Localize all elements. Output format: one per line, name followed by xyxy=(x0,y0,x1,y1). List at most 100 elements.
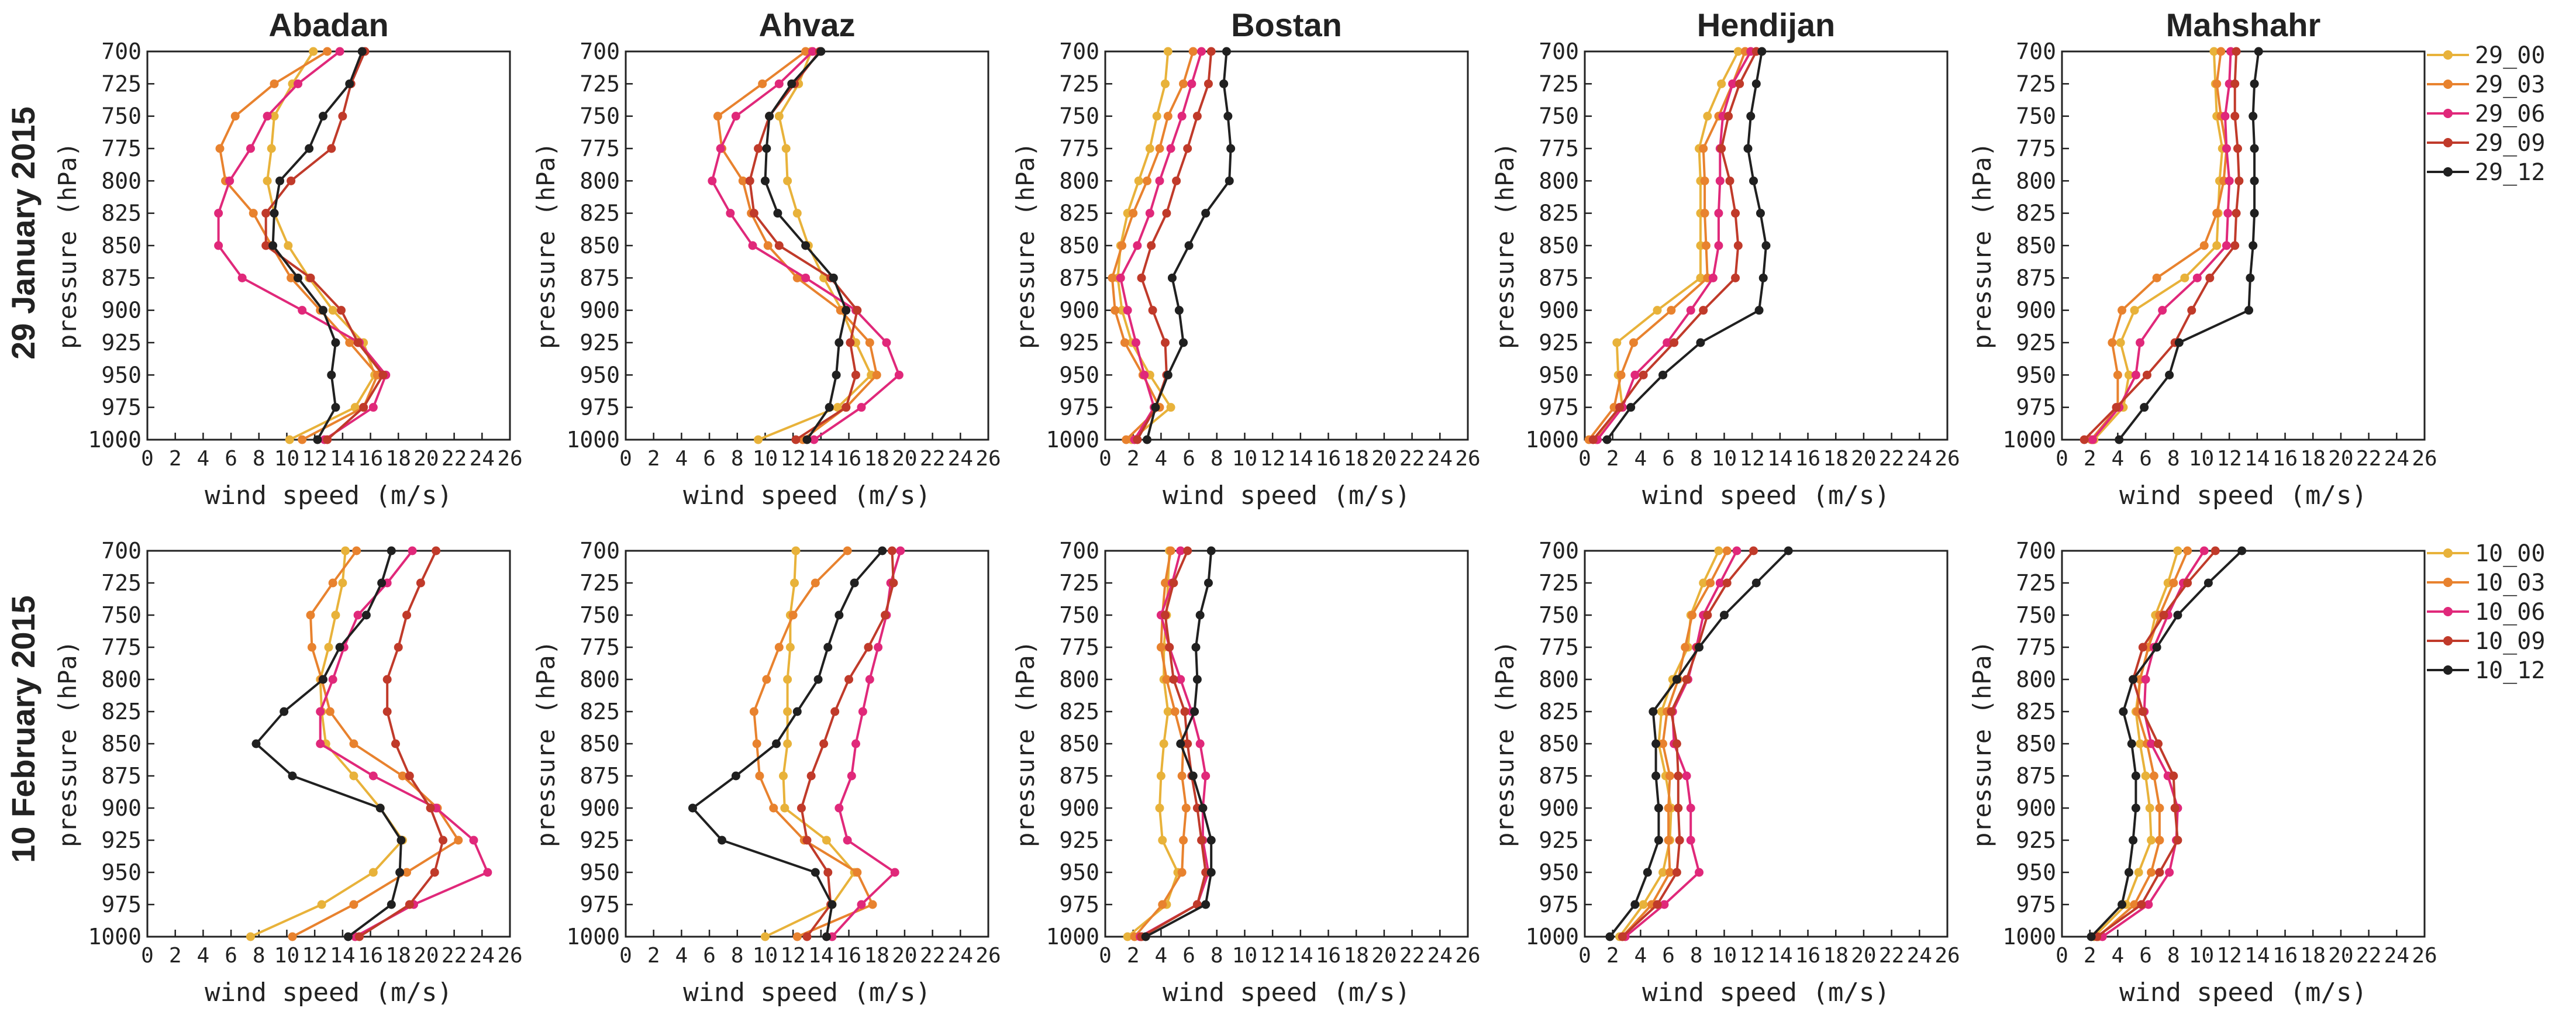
p10-data-point-10_12 xyxy=(2152,643,2161,652)
p6-y-tick-label: 725 xyxy=(101,570,142,596)
p9-data-point-10_12 xyxy=(1719,610,1729,620)
p2-y-tick-label: 850 xyxy=(580,233,620,258)
legend-marker-29_12 xyxy=(2443,167,2453,177)
p9-y-tick-label: 725 xyxy=(1539,570,1579,596)
p5-y-tick-label: 825 xyxy=(2016,201,2056,226)
p1-series-line-29_00 xyxy=(266,50,376,441)
p5-data-point-29_06 xyxy=(2136,338,2145,347)
p5-data-point-29_12 xyxy=(2249,112,2258,121)
p10-data-point-10_09 xyxy=(2183,578,2192,588)
p5-data-point-29_12 xyxy=(2246,273,2255,282)
p6-data-point-10_12 xyxy=(361,610,371,620)
p2-y-tick-label: 825 xyxy=(580,201,620,226)
p1-data-point-29_00 xyxy=(309,47,318,56)
p3-data-point-29_09 xyxy=(1161,338,1170,347)
p10-data-point-10_06 xyxy=(2165,868,2174,877)
p8-data-point-10_12 xyxy=(1206,836,1216,845)
p4-x-axis-label: wind speed (m/s) xyxy=(1642,481,1890,510)
p3-x-tick-label: 26 xyxy=(1455,447,1480,471)
p7-data-point-10_12 xyxy=(811,868,820,877)
p5-x-tick-label: 0 xyxy=(2056,447,2068,471)
p3-data-point-29_00 xyxy=(1163,47,1173,56)
p10-x-tick-label: 2 xyxy=(2084,944,2096,968)
p9-data-point-10_12 xyxy=(1654,803,1663,813)
p3-x-tick-label: 2 xyxy=(1127,447,1140,471)
p4-x-tick-label: 6 xyxy=(1662,447,1675,471)
p4-data-point-29_03 xyxy=(1699,144,1708,153)
p4-data-point-29_00 xyxy=(1696,273,1705,282)
p9-data-point-10_12 xyxy=(1649,707,1658,716)
p5-data-point-29_09 xyxy=(2230,112,2240,121)
p7-data-point-10_06 xyxy=(847,771,856,781)
p1-data-point-29_06 xyxy=(237,273,247,282)
p6-data-point-10_09 xyxy=(391,739,400,748)
p7-data-point-10_06 xyxy=(858,707,867,716)
p1-x-tick-label: 14 xyxy=(330,447,355,471)
p6-data-point-10_06 xyxy=(316,739,325,748)
p5-data-point-29_12 xyxy=(2140,403,2149,412)
p10-series-line-10_12 xyxy=(2090,550,2243,938)
p5-y-tick-label: 925 xyxy=(2016,330,2056,355)
p7-data-point-10_00 xyxy=(791,546,801,555)
p3-data-point-29_06 xyxy=(1145,209,1154,218)
p8-y-tick-label: 725 xyxy=(1059,570,1099,596)
p7-y-tick-label: 825 xyxy=(580,699,620,724)
p6-data-point-10_12 xyxy=(335,643,344,652)
p8-data-point-10_03 xyxy=(1177,868,1187,877)
p1-data-point-29_06 xyxy=(298,306,307,315)
p6-x-tick-label: 2 xyxy=(169,944,182,968)
p1-data-point-29_12 xyxy=(305,144,314,153)
p5-data-point-29_09 xyxy=(2205,273,2215,282)
p4-data-point-29_12 xyxy=(1626,403,1636,412)
p9-x-tick-label: 14 xyxy=(1767,944,1792,968)
p1-y-tick-label: 1000 xyxy=(88,427,142,453)
p2-data-point-29_00 xyxy=(792,209,802,218)
p9-y-tick-label: 750 xyxy=(1539,602,1579,628)
p1-data-point-29_09 xyxy=(353,338,363,347)
p10-data-point-10_06 xyxy=(2141,675,2150,684)
p6-data-point-10_03 xyxy=(328,578,337,588)
p1-x-tick-label: 6 xyxy=(225,447,237,471)
p3-y-tick-label: 700 xyxy=(1059,39,1099,64)
legend-label-29_12: 29_12 xyxy=(2475,159,2545,186)
p4-y-tick-label: 775 xyxy=(1539,136,1579,161)
p5-plot-frame xyxy=(2061,50,2426,441)
p6-data-point-10_06 xyxy=(328,675,337,684)
p10-data-point-10_12 xyxy=(2131,803,2140,813)
p4-y-tick-label: 925 xyxy=(1539,330,1579,355)
p5-data-point-29_12 xyxy=(2250,176,2259,185)
p7-x-tick-label: 14 xyxy=(808,944,833,968)
p3-x-tick-label: 20 xyxy=(1371,447,1396,471)
p8-y-tick-label: 850 xyxy=(1059,731,1099,757)
p9-data-point-10_03 xyxy=(1665,868,1674,877)
p7-data-point-10_12 xyxy=(834,610,844,620)
p8-x-tick-label: 12 xyxy=(1260,944,1285,968)
p7-x-tick-label: 22 xyxy=(920,944,945,968)
p9-x-tick-label: 8 xyxy=(1690,944,1703,968)
p7-y-tick-label: 725 xyxy=(580,570,620,596)
p4-data-point-29_09 xyxy=(1615,403,1625,412)
p6-x-axis-label: wind speed (m/s) xyxy=(205,978,453,1007)
legend-label-29_03: 29_03 xyxy=(2475,71,2545,98)
p8-data-point-10_12 xyxy=(1141,932,1150,941)
p9-x-axis-label: wind speed (m/s) xyxy=(1642,978,1890,1007)
p3-data-point-29_00 xyxy=(1134,176,1143,185)
p7-data-point-10_12 xyxy=(772,739,781,748)
p8-data-point-10_06 xyxy=(1195,739,1205,748)
p5-data-point-29_06 xyxy=(2222,144,2231,153)
p8-data-point-10_12 xyxy=(1192,675,1202,684)
p8-data-point-10_03 xyxy=(1181,803,1191,813)
p5-y-tick-label: 725 xyxy=(2016,71,2056,96)
p7-x-tick-label: 8 xyxy=(731,944,744,968)
p8-y-tick-label: 900 xyxy=(1059,795,1099,821)
p10-data-point-10_12 xyxy=(2203,578,2213,588)
p10-data-point-10_12 xyxy=(2129,675,2138,684)
p10-data-point-10_12 xyxy=(2124,868,2133,877)
p9-series-line-10_09 xyxy=(1622,550,1755,938)
p5-data-point-29_00 xyxy=(2130,306,2139,315)
p9-y-axis-label: pressure (hPa) xyxy=(1491,640,1519,847)
p10-data-point-10_03 xyxy=(2183,546,2192,555)
p8-y-tick-label: 800 xyxy=(1059,667,1099,692)
p1-y-tick-label: 700 xyxy=(101,39,142,64)
p5-x-tick-label: 22 xyxy=(2356,447,2381,471)
